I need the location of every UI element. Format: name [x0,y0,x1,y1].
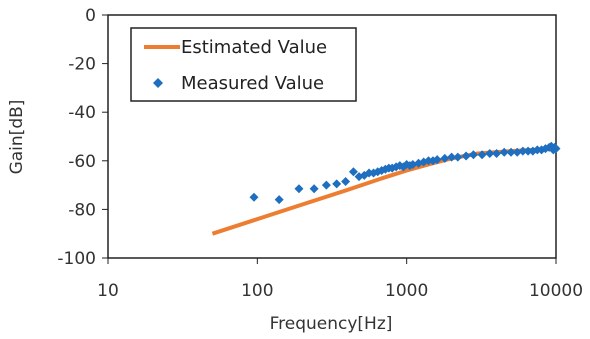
x-tick-label: 100 [241,281,273,301]
measured-value-point [341,176,351,186]
measured-value-point [551,144,561,154]
measured-value-point [309,184,319,194]
legend-box [130,27,357,102]
measured-value-point [461,151,471,161]
series-layer [211,141,561,236]
legend: Estimated Value Measured Value [130,27,357,102]
x-axis-title: Frequency[Hz] [270,314,393,334]
legend-swatch-measured [153,78,163,88]
y-tick-label: -60 [68,152,96,172]
y-tick-label: -40 [68,103,96,123]
y-tick-label: -80 [68,200,96,220]
legend-label-measured: Measured Value [181,73,324,94]
measured-value-point [447,152,457,162]
measured-value-point [249,192,259,202]
y-tick-label: -100 [57,249,96,269]
y-axis-title: Gain[dB] [7,100,27,175]
y-tick-label: -20 [68,55,96,75]
measured-value-point [523,146,533,156]
measured-value-point [468,150,478,160]
x-tick-label: 1000 [385,281,428,301]
measured-value-point [485,149,495,159]
legend-label-estimated: Estimated Value [181,37,327,58]
x-tick-label: 10000 [529,281,583,301]
measured-value-point [432,155,442,165]
measured-value-point [321,180,331,190]
x-tick-label: 10 [97,281,119,301]
y-axis-ticks: 0 -20 -40 -60 -80 -100 [57,6,108,269]
measured-value-point [274,195,284,205]
measured-value-point [506,147,516,157]
measured-value-point [499,147,509,157]
measured-value-point [440,153,450,163]
measured-value-point [294,184,304,194]
y-tick-label: 0 [85,6,96,26]
measured-value-point [332,179,342,189]
measured-value-point [492,149,502,159]
x-axis-ticks: 10 100 1000 10000 [97,258,583,301]
measured-value-point [348,167,358,177]
measured-value-point [453,152,463,162]
measured-value-point [477,150,487,160]
measured-value-point [518,146,528,156]
